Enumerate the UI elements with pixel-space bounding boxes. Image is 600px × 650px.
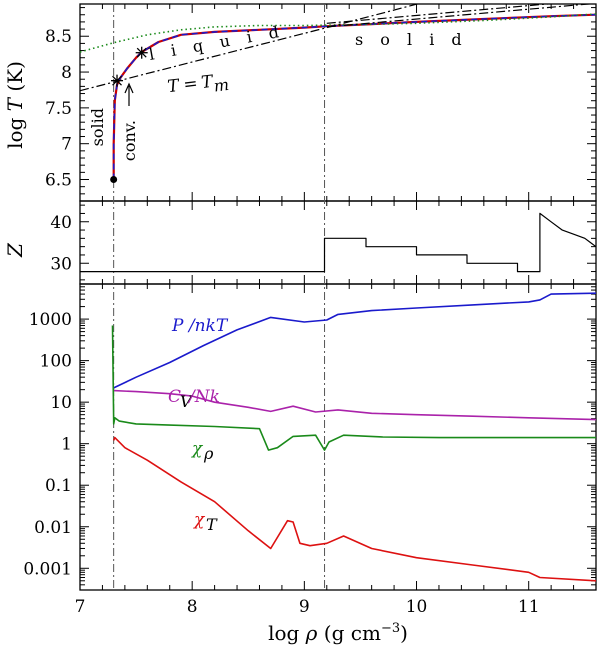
x-tick-label: 7 (75, 597, 86, 617)
x-label-var: ρ (305, 621, 318, 645)
bottom-series-line (111, 325, 596, 451)
bottom-series-line (113, 292, 596, 389)
top-series-line (80, 13, 596, 53)
chi-rho-sub: ρ (203, 444, 214, 463)
x-tick-label: 8 (187, 597, 198, 617)
mid-y-tick-label: 30 (50, 254, 72, 274)
data-curves (80, 4, 596, 582)
p-nkt-text: P /nkT (171, 316, 229, 336)
top-y-tick-label: 8.5 (45, 27, 72, 47)
data-markers (110, 46, 148, 184)
bot-y-tick-label: 0.01 (34, 518, 72, 538)
x-tick-label: 9 (299, 597, 310, 617)
bot-y-tick-label: 0.001 (23, 559, 72, 579)
star-marker (135, 46, 148, 59)
bot-y-tick-label: 100 (40, 352, 72, 372)
top-ylabel: log T (K) (3, 61, 27, 149)
top-y-tick-label: 8 (61, 63, 72, 83)
mid-curves (80, 212, 596, 273)
bottom-series-line (113, 389, 596, 421)
cv-rest: /Nk (187, 387, 220, 407)
chi-t-sub: T (206, 515, 218, 534)
top-ylabel-var: T (3, 96, 27, 111)
tick-marks (79, 4, 597, 591)
solid-vertical-label: solid (88, 108, 107, 146)
conv-arrow (124, 82, 134, 106)
cv-sub: V (180, 392, 193, 411)
solid-right-label: s o l i d (355, 30, 468, 49)
cv-c: C (168, 387, 181, 407)
tm-t: T (166, 76, 181, 97)
star-marker (111, 74, 124, 87)
x-label-post: (g cm (324, 621, 381, 645)
top-ylabel-pre: log (3, 117, 27, 148)
bot-y-tick-label: 0.1 (45, 476, 72, 496)
top-ylabel-post: (K) (3, 61, 27, 92)
mid-y-tick-label: 40 (50, 213, 72, 233)
conv-label: conv. (120, 120, 139, 161)
top-series-line (326, 4, 595, 28)
top-curves (80, 4, 596, 180)
chi-t-label: χ T (193, 510, 218, 534)
x-label-close: ) (400, 621, 408, 645)
top-y-tick-label: 7.5 (45, 99, 72, 119)
x-tick-label: 11 (518, 597, 540, 617)
top-y-tick-label: 6.5 (45, 171, 72, 191)
chi-rho-label: χ ρ (191, 439, 214, 463)
x-label-pre: log (268, 621, 299, 645)
tm-eq: = (182, 74, 199, 96)
cv-label: C V /Nk (168, 387, 220, 411)
p-nkt-label: P /nkT (171, 316, 229, 336)
bottom-curves (111, 292, 596, 582)
top-y-tick-label: 7 (61, 135, 72, 155)
bottom-series-line (112, 436, 596, 582)
tm-sub: m (213, 75, 230, 96)
tick-labels: 7 8 9 10 11 6.5 7 7.5 8 8.5 30 40 0.001 0.01 0.1 1 10 100… (23, 27, 539, 617)
tm-label: T = T m (166, 72, 230, 98)
start-dot-marker (110, 176, 118, 184)
x-tick-label: 10 (406, 597, 428, 617)
bot-y-tick-label: 10 (50, 393, 72, 413)
top-panel-frame (79, 3, 597, 202)
tm-sym: T (200, 72, 215, 93)
svg-text:log T (K): log T (K) (3, 61, 27, 149)
bot-y-tick-label: 1 (61, 435, 72, 455)
vertical-guides (113, 4, 326, 590)
liquid-label: l i q u i d (147, 21, 286, 64)
x-axis-label: log ρ (g cm−3) (268, 621, 408, 645)
bot-y-tick-label: 1000 (29, 310, 72, 330)
z-step-line (80, 212, 596, 273)
mid-ylabel: Z (3, 242, 27, 258)
x-label-exp: −3 (381, 621, 400, 636)
chi-rho-sym: χ (191, 439, 204, 459)
chi-t-sym: χ (193, 510, 206, 530)
